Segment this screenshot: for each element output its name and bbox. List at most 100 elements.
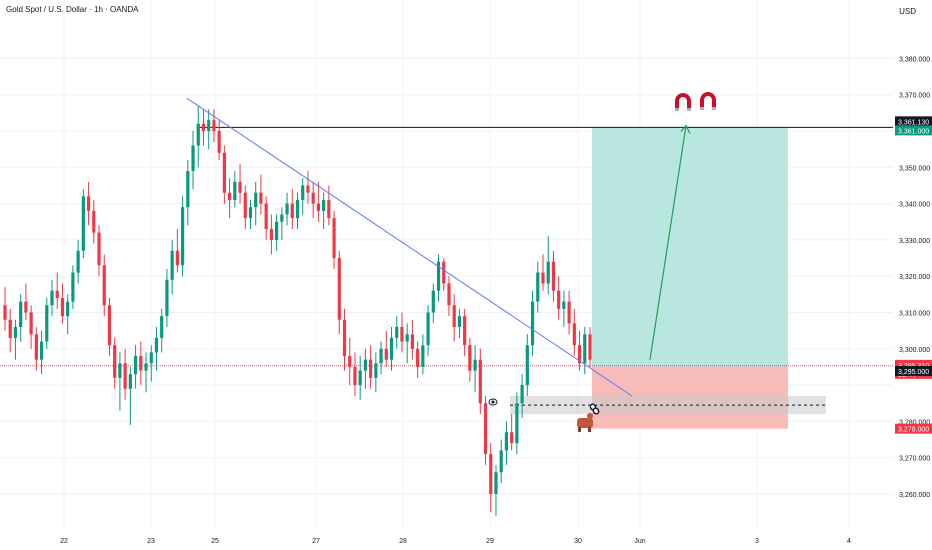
candle-body — [504, 432, 509, 451]
candle-body — [442, 261, 446, 284]
time-axis[interactable]: 22 23 25 27 28 29 30 Jun 3 4 — [60, 538, 851, 545]
candle-body — [311, 192, 315, 204]
candle-body — [436, 261, 441, 291]
svg-text:3,361.130: 3,361.130 — [898, 119, 929, 126]
magnet-icon — [700, 92, 716, 110]
x-tick-label: 23 — [147, 538, 155, 545]
candle-body — [400, 327, 404, 342]
candle-body — [337, 258, 341, 320]
candle-body — [113, 345, 117, 378]
candle-body — [410, 334, 415, 349]
y-tick-label: 3,350.000 — [899, 165, 930, 172]
candle-body — [13, 327, 18, 338]
candle-body — [285, 203, 289, 215]
target-price-label: 3,361.000 — [895, 125, 932, 136]
candle-body — [180, 207, 185, 266]
candle-body — [316, 203, 320, 211]
candle-body — [567, 301, 571, 324]
candle-body — [201, 123, 206, 131]
price-axis[interactable]: 3,260.000 3,270.000 3,280.000 3,300.000 3,31… — [895, 56, 932, 499]
candle-body — [248, 207, 253, 219]
candle-body — [327, 199, 331, 219]
candle-body — [332, 218, 336, 259]
candle-body — [280, 214, 284, 222]
candle-body — [123, 363, 127, 389]
candle-body — [551, 261, 556, 291]
candle-body — [254, 192, 258, 208]
candle-body — [520, 385, 524, 404]
candle-body — [452, 305, 456, 328]
candle-body — [191, 145, 195, 171]
target-arrow[interactable] — [649, 124, 691, 360]
candle-body — [342, 319, 347, 357]
candle-body — [39, 341, 44, 360]
candle-body — [322, 199, 326, 211]
y-tick-label: 3,340.000 — [899, 202, 930, 209]
candle-body — [128, 374, 132, 389]
candle-body — [29, 312, 33, 335]
candle-body — [473, 359, 477, 371]
candle-body — [588, 334, 592, 360]
y-tick-label: 3,310.000 — [899, 311, 930, 318]
annotation-icons — [488, 92, 716, 432]
x-tick-label: 4 — [847, 538, 851, 545]
candle-body — [546, 261, 550, 284]
y-tick-label: 3,270.000 — [899, 456, 930, 463]
arrow-line — [649, 125, 687, 360]
y-tick-label: 3,370.000 — [899, 93, 930, 100]
candle-body — [264, 203, 268, 230]
y-tick-label: 3,260.000 — [899, 492, 930, 499]
candle-body — [92, 210, 96, 233]
candle-body — [416, 348, 420, 367]
candle-body — [483, 403, 488, 455]
y-tick-label: 3,380.000 — [899, 56, 930, 63]
candle-body — [144, 363, 148, 371]
candle-body — [405, 334, 409, 342]
candle-body — [175, 250, 179, 266]
candle-body — [541, 272, 545, 284]
candle-body — [186, 170, 190, 208]
candle-body — [227, 192, 232, 200]
candle-body — [374, 363, 378, 378]
candle-body — [478, 359, 482, 404]
x-tick-label: 27 — [312, 538, 320, 545]
x-tick-label: 30 — [574, 538, 582, 545]
candle-body — [306, 185, 310, 193]
candle-body — [447, 283, 451, 306]
y-tick-label: 3,330.000 — [899, 238, 930, 245]
svg-text:3,295.000: 3,295.000 — [898, 369, 929, 376]
candle-body — [269, 229, 273, 240]
candle-body — [301, 185, 305, 200]
candle-body — [133, 356, 138, 375]
candle-body — [45, 305, 49, 342]
candle-body — [530, 301, 535, 346]
candle-body — [139, 356, 143, 371]
candle-body — [295, 199, 300, 219]
candle-body — [259, 192, 263, 204]
candle-body — [536, 272, 540, 302]
profit-zone[interactable] — [592, 127, 788, 367]
downtrend-line[interactable] — [186, 97, 633, 397]
candle-body — [19, 301, 23, 328]
candle-body — [160, 316, 164, 338]
high-line-price-label: 3,361.130 — [895, 116, 932, 127]
candle-body — [463, 316, 467, 346]
candle-body — [233, 181, 237, 200]
x-tick-label: Jun — [634, 538, 645, 545]
candle-body — [431, 290, 435, 313]
candle-body — [217, 131, 221, 153]
candles — [3, 105, 592, 516]
candle-body — [66, 301, 70, 317]
candle-body — [583, 334, 587, 364]
stop-price-label: 3,278.000 — [895, 423, 932, 434]
candle-body — [118, 363, 122, 378]
x-tick-label: 28 — [399, 538, 407, 545]
candle-body — [107, 305, 112, 346]
candle-body — [384, 348, 388, 360]
candle-body — [572, 323, 576, 346]
magnet-icon — [675, 93, 691, 111]
candle-body — [510, 432, 514, 444]
candle-body — [81, 196, 85, 251]
candle-body — [468, 345, 472, 371]
